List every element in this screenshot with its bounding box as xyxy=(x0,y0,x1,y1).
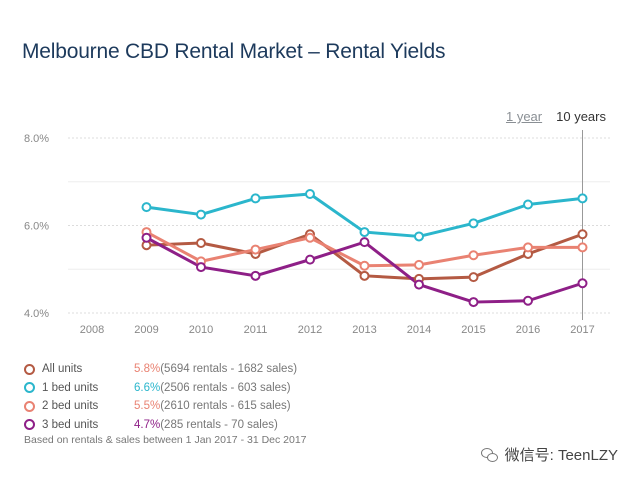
data-point xyxy=(141,232,152,243)
legend-label: All units xyxy=(42,363,83,376)
range-10-years-link[interactable]: 10 years xyxy=(556,109,606,124)
watermark: 微信号: TeenLZY xyxy=(480,444,618,465)
legend-item-3-bed-units[interactable]: 3 bed units 4.7% (285 rentals - 70 sales… xyxy=(24,416,297,435)
legend-detail: (285 rentals - 70 sales) xyxy=(160,418,278,431)
legend-value: 4.7% xyxy=(134,418,161,431)
watermark-text: 微信号: TeenLZY xyxy=(504,447,618,464)
chart-title: Melbourne CBD Rental Market – Rental Yie… xyxy=(22,40,446,63)
footnote: Based on rentals & sales between 1 Jan 2… xyxy=(24,434,307,446)
wechat-icon xyxy=(480,447,499,462)
data-point xyxy=(577,229,588,240)
data-point xyxy=(523,242,533,253)
data-point xyxy=(414,259,424,270)
y-tick-label: 6.0% xyxy=(24,221,49,233)
data-point xyxy=(250,193,261,204)
range-toggle: 1 year 10 years xyxy=(506,109,606,124)
data-point xyxy=(577,278,588,289)
y-tick-label: 4.0% xyxy=(24,308,49,320)
x-tick-label: 2011 xyxy=(244,324,268,336)
data-point xyxy=(414,279,424,290)
legend-detail: (2610 rentals - 615 sales) xyxy=(160,400,291,413)
legend-item-1-bed-units[interactable]: 1 bed units 6.6% (2506 rentals - 603 sal… xyxy=(24,379,297,398)
data-point xyxy=(250,270,261,281)
legend-marker-1-bed xyxy=(24,382,35,394)
x-tick-label: 2009 xyxy=(134,324,158,336)
data-point xyxy=(468,250,479,261)
data-point xyxy=(305,254,315,265)
legend-marker-2-bed xyxy=(24,400,35,412)
x-tick-label: 2013 xyxy=(352,324,376,336)
legend-value: 5.8% xyxy=(134,363,161,376)
data-point xyxy=(141,202,152,213)
data-point xyxy=(468,218,479,229)
legend-value: 5.5% xyxy=(134,400,161,413)
legend-value: 6.6% xyxy=(134,381,161,394)
data-point xyxy=(523,199,533,210)
legend-label: 3 bed units xyxy=(42,418,99,431)
x-tick-label: 2012 xyxy=(298,324,322,336)
data-point xyxy=(359,237,370,248)
data-point xyxy=(250,244,261,255)
data-point xyxy=(523,295,533,306)
x-tick-label: 2015 xyxy=(461,324,485,336)
legend: All units 5.8% (5694 rentals - 1682 sale… xyxy=(24,360,297,434)
data-point xyxy=(196,238,206,248)
data-point xyxy=(468,272,479,283)
x-tick-label: 2010 xyxy=(189,324,213,336)
legend-detail: (2506 rentals - 603 sales) xyxy=(160,381,291,394)
range-1-year-link[interactable]: 1 year xyxy=(505,109,543,124)
x-tick-label: 2008 xyxy=(80,324,104,336)
data-point xyxy=(359,260,370,271)
data-point xyxy=(305,232,315,243)
data-point xyxy=(196,262,206,273)
legend-label: 2 bed units xyxy=(42,400,99,413)
legend-marker-3-bed xyxy=(24,419,35,431)
legend-marker-all-units xyxy=(24,363,35,375)
legend-label: 1 bed units xyxy=(42,381,99,394)
x-tick-label: 2014 xyxy=(407,324,431,336)
legend-detail: (5694 rentals - 1682 sales) xyxy=(160,363,298,376)
data-point xyxy=(414,231,424,242)
y-tick-label: 8.0% xyxy=(24,133,49,145)
data-point xyxy=(305,189,315,199)
data-point xyxy=(359,227,370,238)
x-tick-label: 2017 xyxy=(570,324,594,336)
data-point xyxy=(359,270,370,281)
series-line xyxy=(145,230,583,268)
data-point xyxy=(577,193,588,204)
data-point xyxy=(468,297,479,308)
data-point xyxy=(577,242,588,253)
x-tick-label: 2016 xyxy=(516,324,540,336)
line-chart: 4.0% 6.0% 8.0% 2008 2009 2010 2011 2012 2013 2014… xyxy=(24,130,610,336)
legend-item-all-units[interactable]: All units 5.8% (5694 rentals - 1682 sale… xyxy=(24,360,297,379)
data-point xyxy=(196,209,206,220)
legend-item-2-bed-units[interactable]: 2 bed units 5.5% (2610 rentals - 615 sal… xyxy=(24,397,297,416)
